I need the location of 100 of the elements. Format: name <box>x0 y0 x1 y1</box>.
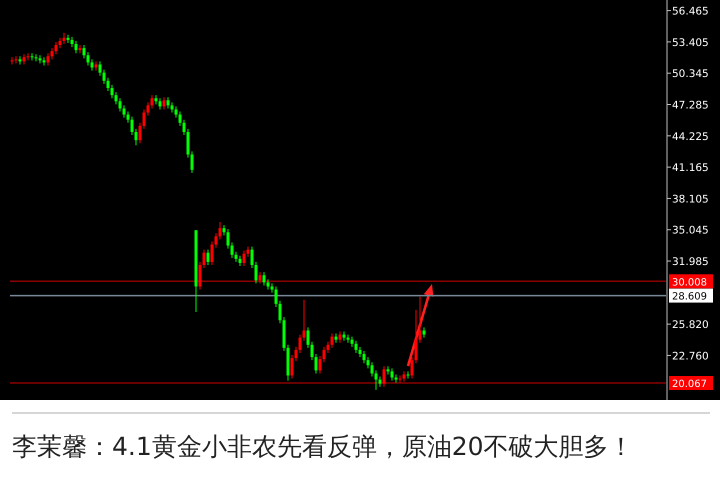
candlestick <box>182 119 186 136</box>
candlestick <box>246 246 250 258</box>
candlestick <box>106 77 110 92</box>
candlestick <box>110 84 114 99</box>
candlestick <box>382 366 386 388</box>
candlestick <box>298 334 302 354</box>
candlestick <box>34 54 38 62</box>
candlestick <box>30 52 34 61</box>
candlestick <box>210 240 214 266</box>
ref-line-label: 28.609 <box>672 292 707 303</box>
candlestick <box>350 336 354 348</box>
candlestick <box>214 232 218 248</box>
candlestick <box>226 228 230 250</box>
candlestick <box>174 106 178 118</box>
candlestick <box>146 102 150 116</box>
candlestick <box>190 150 194 174</box>
candlestick <box>142 108 146 130</box>
y-tick-label: 35.045 <box>672 224 709 237</box>
candlestick <box>414 310 418 364</box>
candlestick <box>242 250 246 267</box>
candlestick <box>126 111 130 124</box>
candlestick <box>130 116 134 136</box>
candlestick <box>218 222 222 240</box>
candlestick <box>222 224 226 236</box>
candlestick <box>166 96 170 109</box>
candlestick <box>46 52 50 66</box>
candlestick <box>258 272 262 284</box>
candlestick <box>70 36 74 48</box>
candlestick <box>50 48 54 60</box>
candlestick <box>366 356 370 369</box>
candlestick <box>22 54 26 65</box>
candlestick <box>270 282 274 294</box>
y-tick-label: 22.760 <box>672 350 709 362</box>
candlestick <box>390 368 394 382</box>
candlestick <box>154 94 158 105</box>
candlestick <box>122 104 126 118</box>
candlestick <box>202 249 206 269</box>
candlestick <box>170 102 174 114</box>
candlestick <box>86 52 90 66</box>
candlestick <box>26 52 30 61</box>
candlestick <box>238 255 242 267</box>
candlestick <box>402 370 406 382</box>
candlestick <box>162 96 166 110</box>
candlestick <box>134 128 138 146</box>
candlestick <box>138 122 142 144</box>
candlestick <box>358 346 362 358</box>
candlestick <box>254 261 258 284</box>
y-tick-label: 50.345 <box>672 68 709 80</box>
y-tick-label: 53.405 <box>672 36 709 49</box>
candlestick <box>234 251 238 262</box>
candlestick <box>206 249 210 266</box>
candlestick <box>102 69 106 84</box>
candlestick <box>374 370 378 390</box>
candlestick <box>418 296 422 344</box>
candlestick <box>318 356 322 374</box>
candlestick <box>114 92 118 105</box>
y-tick-label: 38.105 <box>672 193 709 206</box>
candlestick <box>62 32 66 44</box>
candlestick <box>330 333 334 348</box>
candlestick <box>250 246 254 269</box>
candlestick <box>82 44 86 59</box>
candlestick <box>378 376 382 388</box>
y-tick-label: 25.820 <box>672 319 709 332</box>
candlestick <box>58 37 62 49</box>
candlestick <box>310 341 314 361</box>
candlestick <box>362 350 366 364</box>
candlestick <box>262 272 266 286</box>
candlestick <box>178 111 182 126</box>
candlestick <box>150 94 154 109</box>
ref-line-label: 30.008 <box>672 277 707 288</box>
candlestick <box>230 242 234 258</box>
y-tick-label: 56.465 <box>672 6 709 18</box>
candlestick <box>370 362 374 378</box>
candlestick <box>306 326 310 348</box>
candlestick <box>94 60 98 72</box>
candlestick <box>274 286 278 308</box>
y-tick-label: 41.165 <box>672 162 709 174</box>
candlestick <box>54 41 58 55</box>
y-tick-label: 44.225 <box>672 130 709 143</box>
candlestick <box>90 58 94 72</box>
ref-line-label: 20.067 <box>672 378 707 390</box>
candlestick <box>422 326 426 338</box>
candlestick <box>74 40 78 54</box>
candlestick <box>334 333 338 344</box>
candlestick <box>98 60 102 76</box>
text: 李茉馨：4.1黄金小非农先看反弹，原油20不破大胆多！ <box>12 432 634 461</box>
candlestick <box>198 261 202 290</box>
candlestick <box>158 98 162 110</box>
candlestick <box>294 346 298 362</box>
candlestick <box>290 354 294 380</box>
y-tick-label: 31.985 <box>672 256 709 268</box>
candlestick <box>278 300 282 324</box>
y-tick-label: 47.285 <box>672 100 709 112</box>
candlestick <box>410 356 414 380</box>
candlestick <box>342 330 346 342</box>
candlestick <box>354 340 358 354</box>
candlestick <box>326 341 330 354</box>
candlestick <box>186 128 190 158</box>
candlestick <box>302 299 306 342</box>
candlestick <box>338 330 342 344</box>
